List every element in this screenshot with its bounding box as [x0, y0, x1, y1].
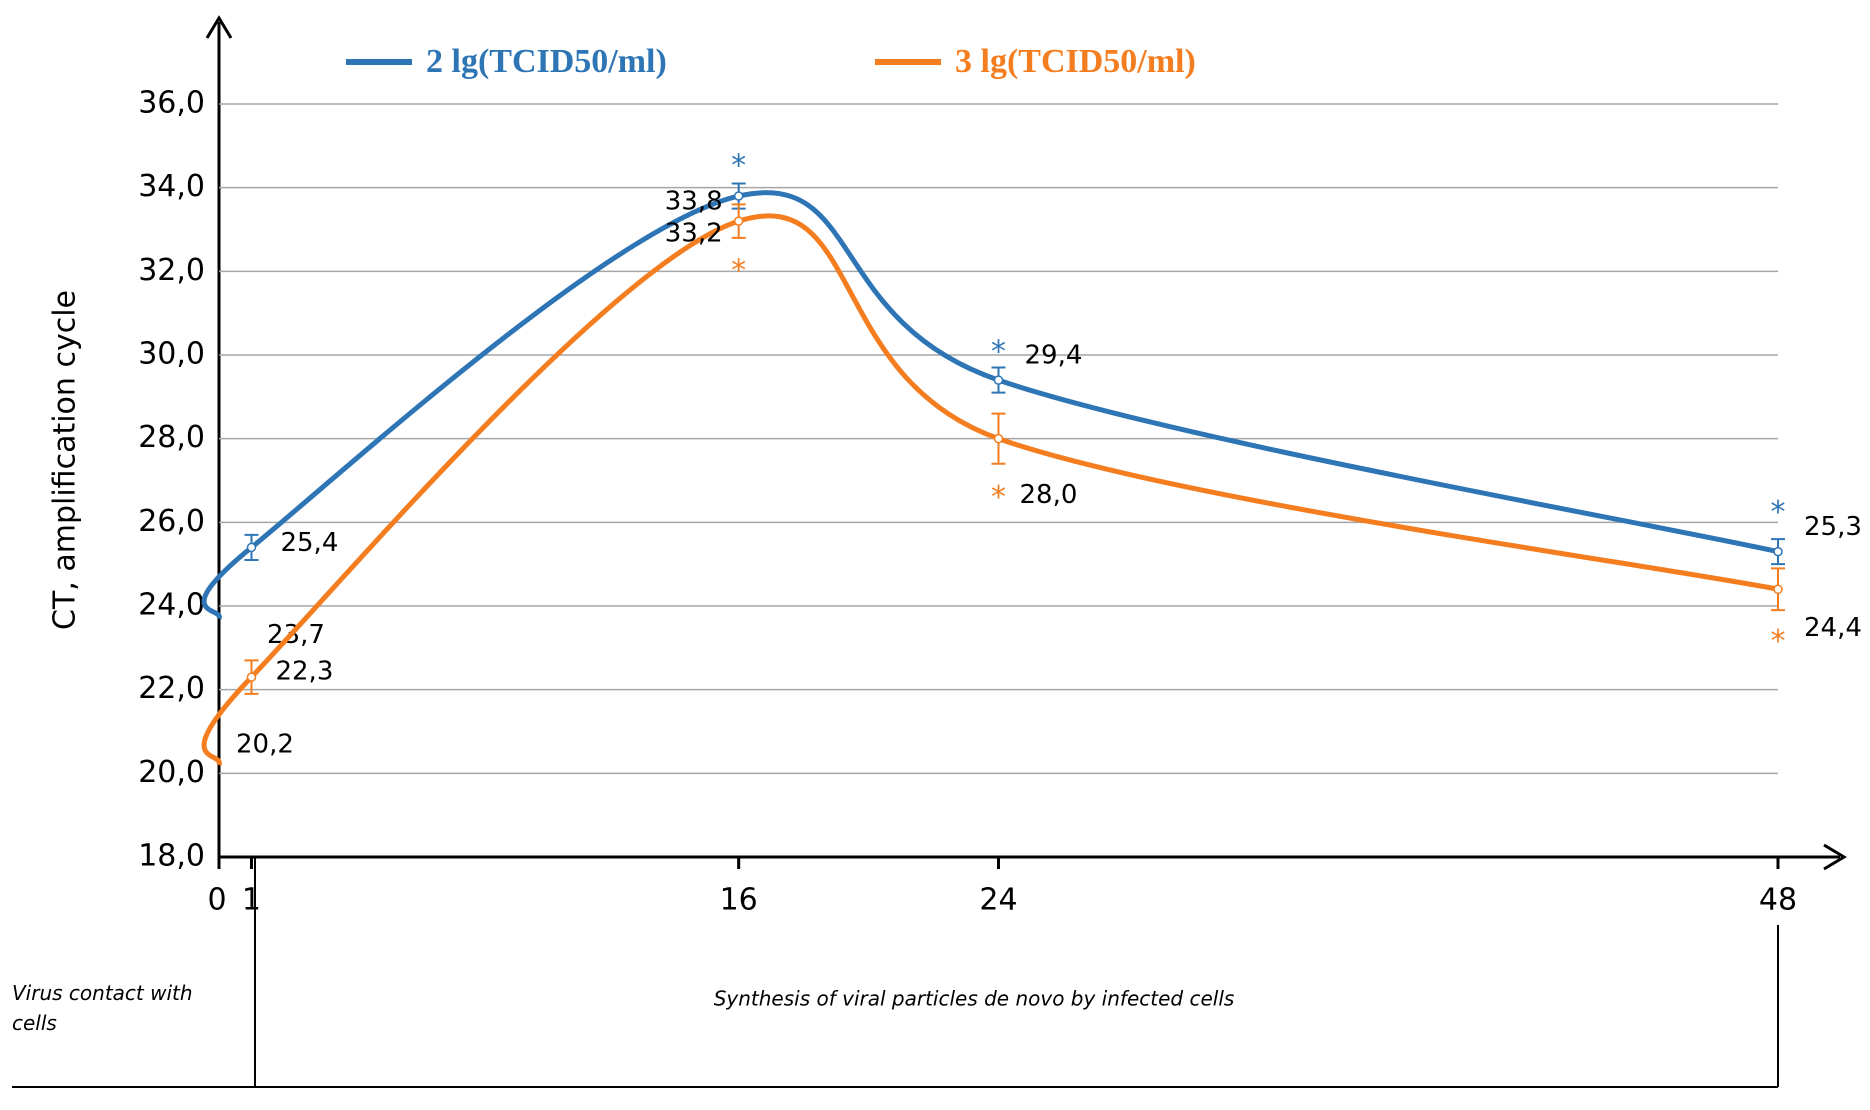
significance-marker: *: [1771, 624, 1786, 659]
significance-marker: *: [991, 335, 1006, 370]
y-tick-label: 26,0: [138, 504, 205, 539]
data-label: 25,3: [1804, 512, 1862, 542]
y-axis-arrow: [205, 15, 233, 39]
y-tick-label: 18,0: [138, 839, 205, 874]
data-label: 33,8: [665, 187, 723, 217]
legend-label: 2 lg(TCID50/ml): [426, 43, 667, 80]
legend-label: 3 lg(TCID50/ml): [955, 43, 1196, 80]
y-tick-label: 34,0: [138, 169, 205, 204]
phase-box: Virus contact with cells: [12, 981, 193, 1035]
x-tick-label: 16: [720, 883, 758, 918]
data-point: [1773, 584, 1783, 595]
data-label: 28,0: [1020, 480, 1078, 510]
phase-label: Synthesis of viral particles de novo by …: [714, 987, 1235, 1011]
data-label: 20,2: [236, 729, 294, 759]
y-axis-title: CT, amplification cycle: [48, 290, 83, 630]
data-label: 24,4: [1804, 613, 1862, 643]
significance-marker: *: [731, 149, 746, 184]
data-point: [733, 216, 744, 226]
significance-marker: *: [991, 480, 1006, 515]
data-point: [993, 375, 1004, 385]
data-point: [733, 191, 744, 201]
data-label: 29,4: [1025, 341, 1083, 371]
x-tick-label: 48: [1759, 883, 1797, 918]
x-axis-arrow: [1823, 843, 1847, 871]
data-point: [993, 433, 1004, 444]
data-point: [246, 542, 257, 553]
data-label: 33,2: [665, 219, 723, 249]
y-tick-label: 32,0: [138, 253, 205, 288]
x-tick-label: 1: [242, 883, 261, 918]
data-point: [246, 672, 257, 682]
x-tick-label: 0: [207, 883, 226, 918]
data-label: 23,7: [267, 620, 325, 650]
data-point: [1773, 546, 1783, 557]
phase-label: Virus contact with cells: [12, 981, 193, 1035]
significance-marker: *: [1771, 495, 1786, 530]
significance-marker: *: [731, 254, 746, 289]
y-tick-label: 24,0: [138, 588, 205, 623]
y-tick-label: 20,0: [138, 755, 205, 790]
x-tick-label: 24: [979, 883, 1017, 918]
y-tick-label: 36,0: [138, 86, 205, 121]
series-line: [201, 190, 1779, 620]
y-tick-label: 28,0: [138, 420, 205, 455]
y-tick-label: 30,0: [138, 337, 205, 372]
data-label: 25,4: [280, 528, 338, 558]
y-tick-label: 22,0: [138, 671, 205, 706]
data-label: 22,3: [275, 657, 333, 687]
